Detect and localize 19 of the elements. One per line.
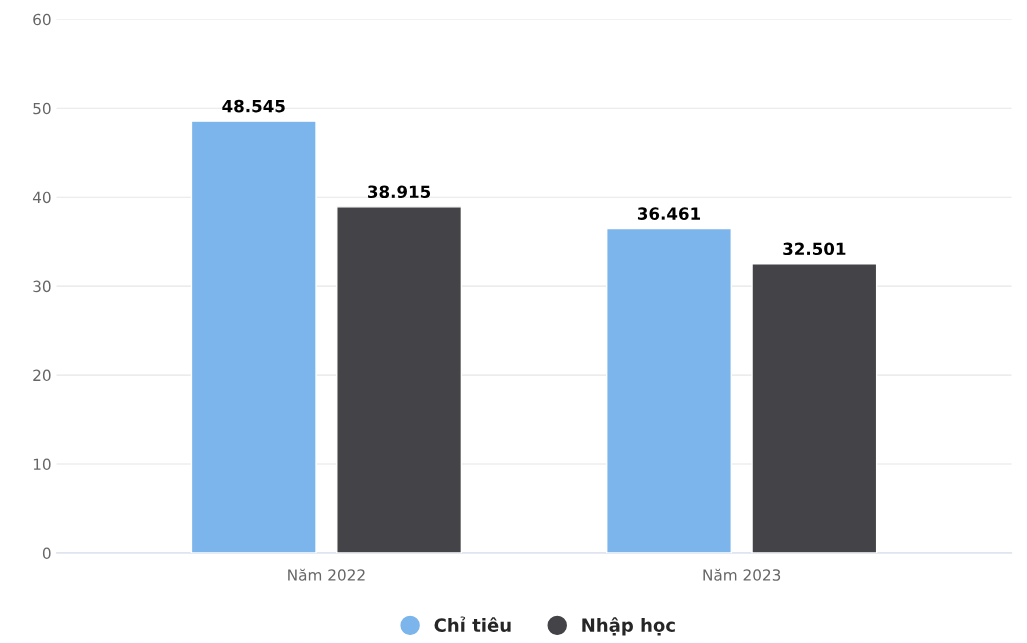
bar: [336, 206, 463, 553]
y-tick-label: 50: [33, 102, 51, 115]
y-tick-label: 60: [33, 13, 51, 26]
data-label: 32.501: [783, 242, 846, 256]
bar: [751, 263, 878, 553]
legend-label: Nhập học: [582, 617, 675, 636]
x-tick-label: Năm 2022: [288, 568, 365, 581]
data-label: 36.461: [637, 207, 701, 220]
data-label: 48.545: [222, 99, 285, 113]
y-tick-label: 30: [33, 280, 51, 293]
data-label: 38.915: [368, 185, 431, 199]
y-tick-label: 0: [42, 547, 51, 559]
x-tick-label: Năm 2023: [703, 568, 781, 581]
legend-label: Chỉ tiêu: [434, 616, 511, 632]
y-tick-label: 10: [33, 458, 51, 471]
y-tick-label: 40: [32, 191, 51, 204]
bar: [190, 120, 317, 553]
y-tick-label: 20: [33, 369, 51, 382]
bar: [606, 227, 732, 553]
